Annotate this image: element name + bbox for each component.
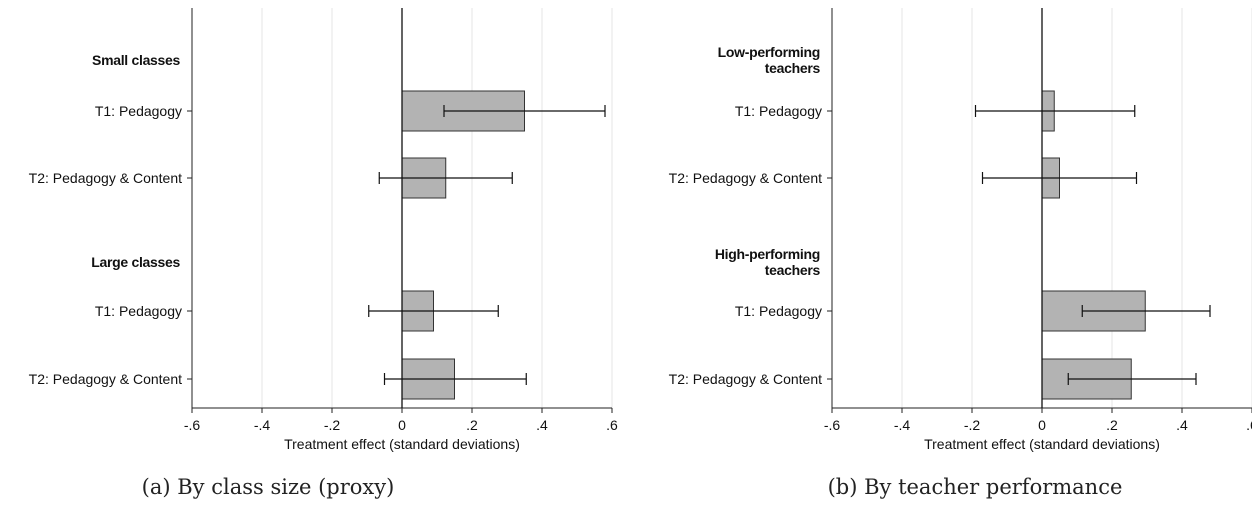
x-tick-label: -.2 (964, 417, 981, 433)
y-tick-label: T2: Pedagogy & Content (669, 170, 822, 186)
y-tick-label: T1: Pedagogy (95, 303, 182, 319)
x-tick-label: -.2 (324, 417, 341, 433)
group-label: Small classes (92, 52, 180, 68)
x-tick-label: -.6 (824, 417, 841, 433)
chart-panel-a: -.6 -.4 -.2 0 .2 .4 .6 Treatment effect (standa… (29, 8, 618, 452)
y-tick-label: T2: Pedagogy & Content (29, 170, 182, 186)
group-label: Large classes (91, 254, 180, 270)
group-label: Low-performing teachers (718, 44, 821, 76)
group-label: High-performing teachers (715, 246, 821, 278)
x-tick-label: .2 (466, 417, 478, 433)
chart-panel-b: -.6 -.4 -.2 0 .2 .4 .6 Treatment effect (standa… (669, 8, 1252, 452)
x-tick-label: .4 (536, 417, 548, 433)
x-tick-label: 0 (1038, 417, 1046, 433)
x-tick-label: .2 (1106, 417, 1118, 433)
x-axis-title: Treatment effect (standard deviations) (284, 436, 520, 452)
x-tick-label: .4 (1176, 417, 1188, 433)
y-tick-label: T1: Pedagogy (95, 103, 182, 119)
y-tick-label: T1: Pedagogy (735, 103, 822, 119)
x-tick-label: -.6 (184, 417, 201, 433)
x-tick-label: -.4 (894, 417, 911, 433)
x-tick-label: 0 (398, 417, 406, 433)
x-tick-label: .6 (1246, 417, 1252, 433)
x-tick-label: -.4 (254, 417, 271, 433)
x-axis-title: Treatment effect (standard deviations) (924, 436, 1160, 452)
y-tick-label: T2: Pedagogy & Content (669, 371, 822, 387)
y-tick-label: T1: Pedagogy (735, 303, 822, 319)
x-tick-label: .6 (606, 417, 618, 433)
caption-panel-a: (a) By class size (proxy) (141, 475, 395, 499)
caption-panel-b: (b) By teacher performance (827, 475, 1123, 499)
y-tick-label: T2: Pedagogy & Content (29, 371, 182, 387)
